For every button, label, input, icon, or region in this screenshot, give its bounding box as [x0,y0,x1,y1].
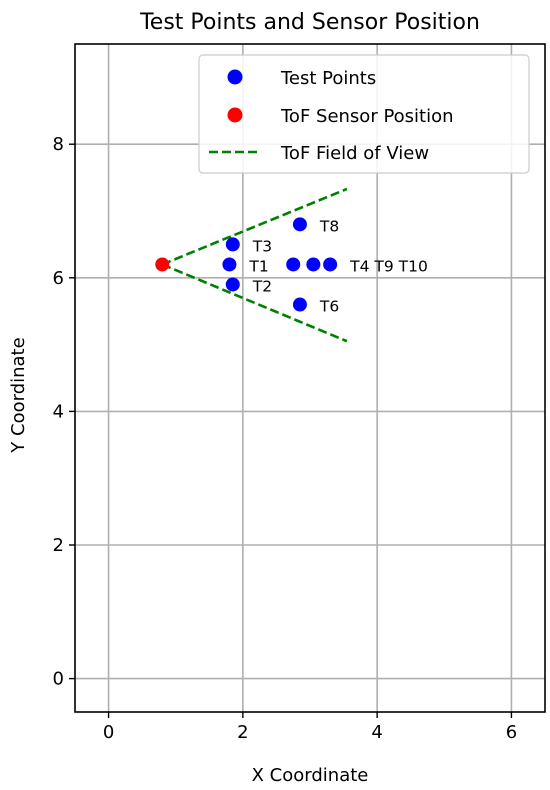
sensor-point [155,257,170,272]
test-point [225,237,240,252]
fov-boundary-line [161,187,348,266]
point-label: T3 [252,237,272,255]
test-point [323,257,338,272]
y-tick-label: 2 [53,535,64,556]
point-label: T8 [319,217,339,235]
y-tick-label: 8 [53,134,64,155]
x-tick-label: 6 [506,722,517,743]
point-label: T6 [319,298,339,316]
legend-box [198,54,530,174]
x-axis-label: X Coordinate [252,765,369,786]
y-tick-label: 4 [53,401,64,422]
legend-label: ToF Field of View [280,143,429,164]
point-label: T1 [248,257,268,275]
axis-ticks: 0 2 4 6 0 2 4 6 8 [53,134,518,743]
chart-title: Test Points and Sensor Position [139,10,480,35]
point-annotations: T1 T2 T3 T4 T9 T10 T6 T8 [248,217,427,315]
legend: Test Points ToF Sensor Position ToF Field … [198,54,530,174]
point-label: T4 T9 T10 [349,257,428,275]
point-label: T2 [252,277,272,295]
y-tick-label: 0 [53,669,64,690]
data-points [155,217,338,312]
test-point [225,277,240,292]
test-point [306,257,321,272]
x-tick-label: 4 [371,722,382,743]
legend-label: ToF Sensor Position [280,106,454,127]
y-tick-label: 6 [53,268,64,289]
x-tick-label: 0 [103,722,114,743]
test-point [286,257,301,272]
legend-test-swatch [227,69,243,85]
plot-frame [74,43,546,713]
x-tick-label: 2 [237,722,248,743]
test-point [292,297,307,312]
y-axis-label: Y Coordinate [8,337,29,453]
legend-label: Test Points [280,68,376,89]
field-of-view-lines [161,187,348,343]
test-point [292,217,307,232]
test-point [222,257,237,272]
legend-sensor-swatch [227,107,243,123]
fov-boundary-line [161,263,348,343]
